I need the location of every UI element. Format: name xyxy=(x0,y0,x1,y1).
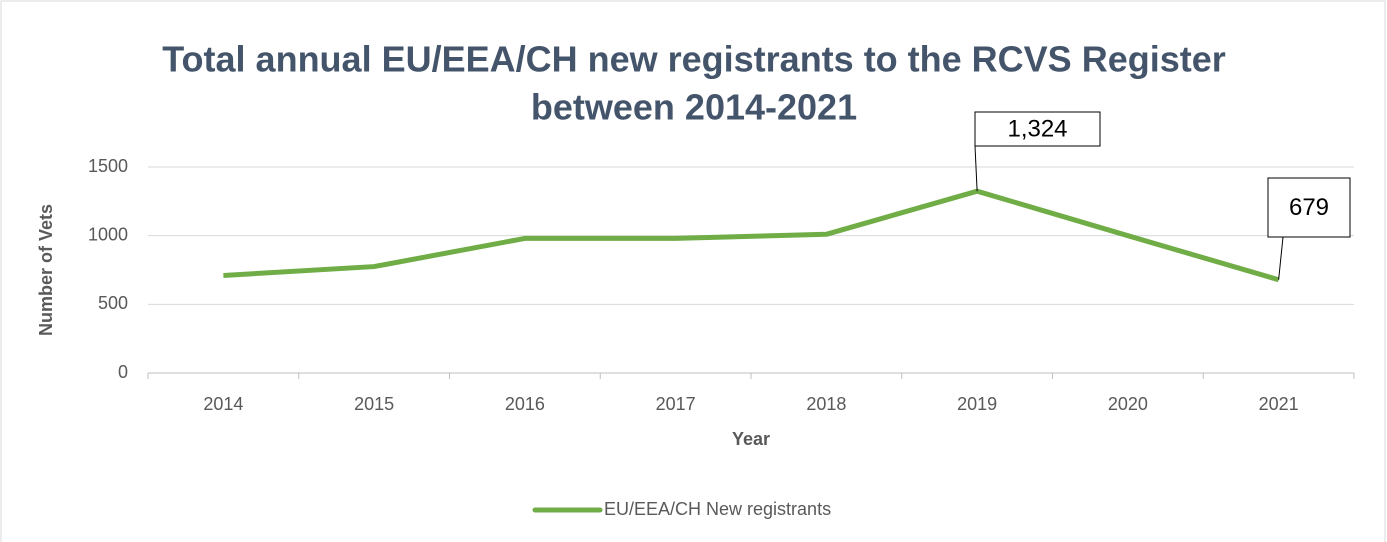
x-tick-label: 2017 xyxy=(656,394,696,414)
x-tick-label: 2019 xyxy=(957,394,997,414)
x-tick-label: 2018 xyxy=(806,394,846,414)
y-tick-label: 1000 xyxy=(88,224,128,244)
callout-leader xyxy=(974,145,978,192)
x-tick-label: 2016 xyxy=(505,394,545,414)
series-line xyxy=(223,188,1280,283)
callout-box xyxy=(974,111,1101,147)
chart-title: Total annual EU/EEA/CH new registrants t… xyxy=(162,39,1226,80)
x-tick-label: 2014 xyxy=(203,394,243,414)
chart-title: between 2014-2021 xyxy=(531,87,857,128)
x-tick-label: 2020 xyxy=(1108,394,1148,414)
y-tick-label: 0 xyxy=(118,362,128,382)
callout-box xyxy=(1267,177,1351,238)
legend-label: EU/EEA/CH New registrants xyxy=(604,499,831,519)
x-axis-label: Year xyxy=(732,429,770,449)
y-tick-label: 500 xyxy=(98,293,128,313)
x-tick-label: 2015 xyxy=(354,394,394,414)
x-tick-label: 2021 xyxy=(1259,394,1299,414)
data-label: 679 xyxy=(1289,194,1329,221)
y-tick-label: 1500 xyxy=(88,156,128,176)
data-label: 1,324 xyxy=(1007,115,1067,142)
callout-leader xyxy=(1278,236,1284,280)
y-axis-label: Number of Vets xyxy=(36,204,56,336)
